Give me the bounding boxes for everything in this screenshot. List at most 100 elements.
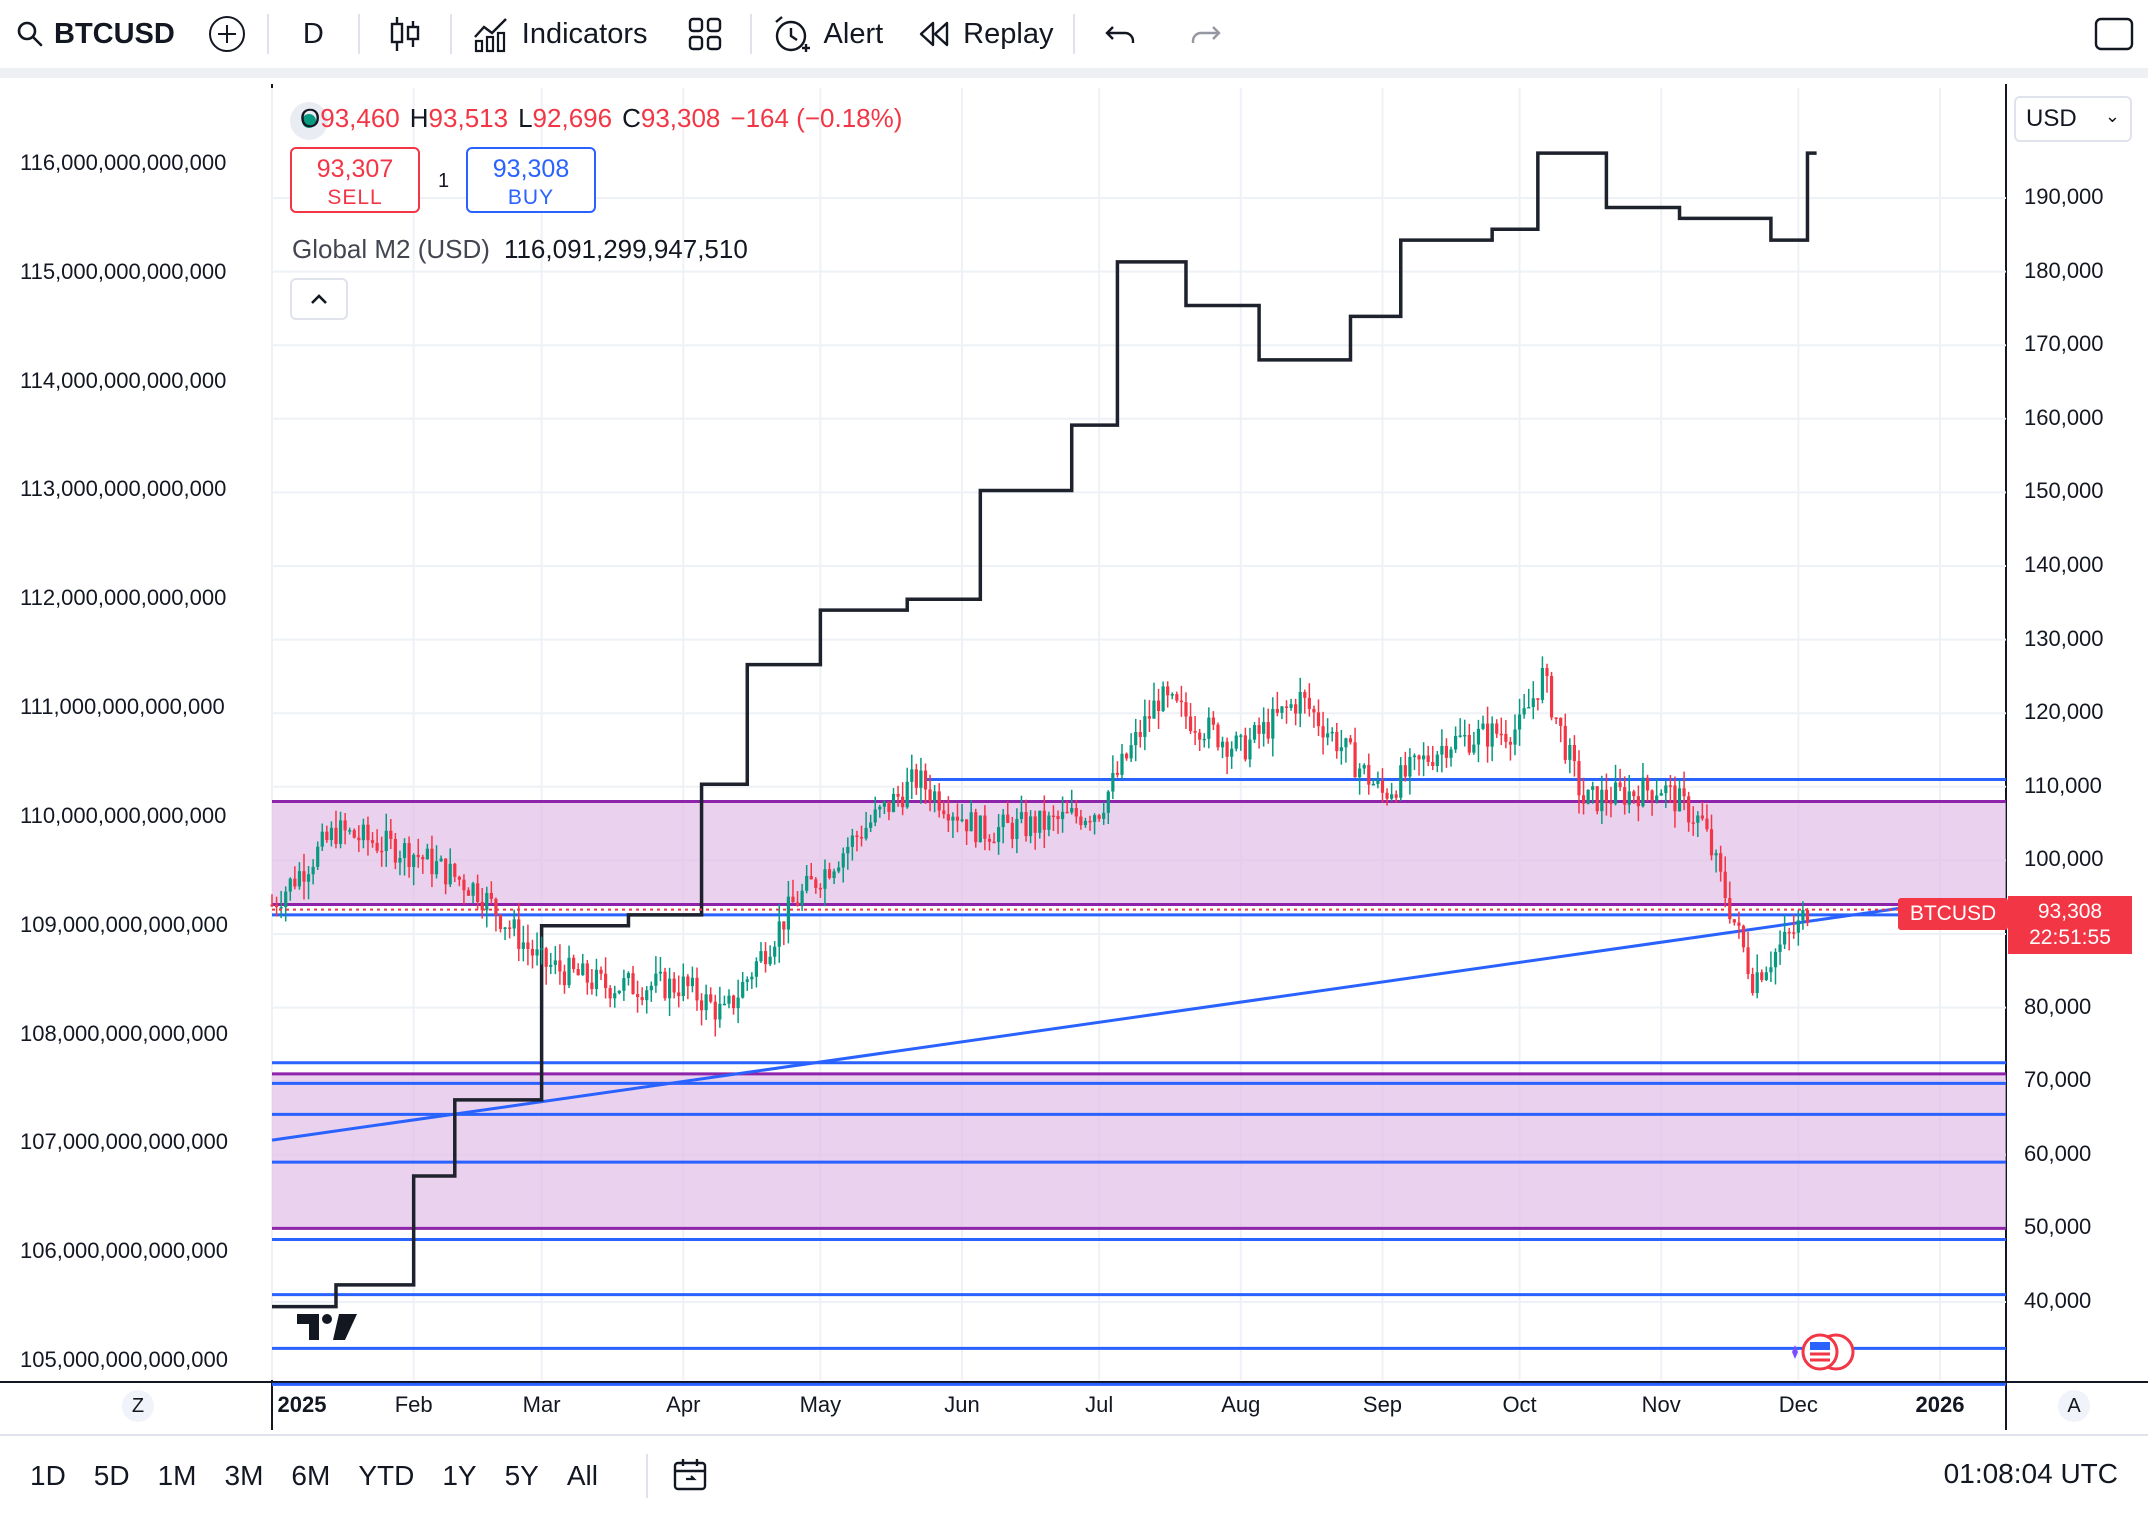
btc-candle <box>846 837 850 870</box>
candle-body <box>434 861 439 875</box>
replay-button[interactable]: Replay <box>899 0 1069 73</box>
btc-candle <box>1517 698 1522 746</box>
btc-candle <box>923 763 928 805</box>
chart-type-button[interactable] <box>364 0 446 73</box>
candle-body <box>1714 853 1718 856</box>
replay-label: Replay <box>963 17 1054 50</box>
btc-candle <box>741 972 745 999</box>
alert-button[interactable]: Alert <box>756 0 900 73</box>
btc-candle <box>946 796 950 832</box>
btc-candle <box>1476 719 1481 763</box>
range-button-ytd[interactable]: YTD <box>358 1460 415 1491</box>
candle-body <box>585 963 589 983</box>
btc-candle <box>713 994 717 1037</box>
candle-body <box>1193 731 1197 733</box>
btc-candle <box>855 830 859 852</box>
candle-body <box>928 789 932 801</box>
candle-body <box>1152 700 1156 719</box>
range-button-all[interactable]: All <box>566 1460 598 1491</box>
interval-button[interactable]: D <box>273 0 354 73</box>
range-button-5d[interactable]: 5D <box>93 1460 130 1491</box>
candle-body <box>631 973 635 995</box>
btc-candle <box>348 827 352 835</box>
btc-candle <box>937 783 941 818</box>
candle-body <box>1769 967 1773 973</box>
range-button-1d[interactable]: 1D <box>30 1460 66 1491</box>
range-button-5y[interactable]: 5Y <box>504 1460 539 1491</box>
time-axis-tick-label: 2025 <box>277 1392 327 1417</box>
candle-body <box>709 994 713 1002</box>
chevron-down-icon: ⌄ <box>2104 106 2120 126</box>
toolbar-divider <box>357 14 360 54</box>
collapse-legend-button[interactable] <box>290 278 348 320</box>
btc-candle <box>508 920 512 939</box>
currency-select[interactable]: USD ⌄ <box>2014 96 2132 142</box>
candle-body <box>1220 741 1225 748</box>
symbol-search[interactable]: BTCUSD <box>0 0 191 73</box>
btc-candle <box>1536 698 1540 711</box>
layouts-button[interactable] <box>664 0 746 73</box>
btc-candle <box>558 944 562 985</box>
clock-utc[interactable]: 01:08:04 UTC <box>1943 1458 2118 1489</box>
candle-body <box>1316 712 1321 727</box>
btc-candle <box>613 985 617 1008</box>
candle-body <box>284 891 288 908</box>
candle-body <box>1755 972 1759 994</box>
market-status-indicator[interactable] <box>290 102 328 140</box>
indicator-legend[interactable]: Global M2 (USD) 116,091,299,947,510 <box>292 234 748 265</box>
candle-body <box>1453 735 1458 750</box>
high-key: H <box>409 103 429 133</box>
candle-body <box>357 837 361 841</box>
btc-candle <box>462 874 466 905</box>
btc-candle <box>1390 782 1394 802</box>
btc-candle <box>1111 755 1115 800</box>
chart-canvas[interactable] <box>0 0 2148 1434</box>
btc-candle <box>791 879 795 903</box>
candle-body <box>521 942 525 949</box>
buy-button[interactable]: 93,308 BUY <box>466 147 596 213</box>
candle-body <box>1412 755 1417 758</box>
btc-candle <box>1193 715 1197 746</box>
range-button-1y[interactable]: 1Y <box>442 1460 477 1491</box>
economic-events-icon[interactable] <box>1786 1330 1858 1379</box>
range-button-3m[interactable]: 3M <box>224 1460 264 1491</box>
candle-body <box>946 814 950 821</box>
candle-body <box>635 994 640 998</box>
indicators-button[interactable]: Indicators <box>456 0 664 73</box>
candle-body <box>997 827 1001 843</box>
btc-candle <box>375 829 379 854</box>
undo-button[interactable] <box>1079 0 1163 73</box>
candle-body <box>832 871 836 879</box>
btc-candle <box>878 804 882 818</box>
candle-body <box>1275 708 1279 713</box>
go-to-date-button[interactable] <box>645 1454 712 1498</box>
btc-candle <box>1339 729 1343 765</box>
compare-button[interactable] <box>191 0 263 73</box>
btc-candle <box>384 813 388 867</box>
btc-candle <box>1636 785 1640 822</box>
right-axis-tick-label: 50,000 <box>2024 1214 2092 1240</box>
candle-body <box>731 995 736 1009</box>
candle-body <box>1102 812 1106 819</box>
candle-body <box>850 835 854 847</box>
right-axis-tick-label: 110,000 <box>2024 772 2102 798</box>
btc-candle <box>389 818 393 850</box>
btc-candle <box>1412 753 1417 771</box>
candle-body <box>316 846 320 867</box>
candle-body <box>1687 796 1691 823</box>
btc-candle <box>517 902 521 962</box>
sell-button[interactable]: 93,307 SELL <box>290 147 420 213</box>
right-axis-mode-button[interactable]: A <box>2058 1390 2090 1422</box>
candle-body <box>1444 745 1449 758</box>
range-button-6m[interactable]: 6M <box>291 1460 331 1491</box>
left-axis-mode-button[interactable]: Z <box>122 1390 154 1422</box>
candle-body <box>1065 811 1069 814</box>
btc-candle <box>1472 731 1476 755</box>
tradingview-logo[interactable] <box>295 1310 359 1351</box>
redo-button[interactable] <box>1163 0 1247 73</box>
range-button-1m[interactable]: 1M <box>157 1460 197 1491</box>
fullscreen-button[interactable] <box>2080 0 2148 73</box>
btc-candle <box>1444 738 1449 768</box>
candle-body <box>1092 815 1097 822</box>
candle-body <box>1248 739 1252 760</box>
